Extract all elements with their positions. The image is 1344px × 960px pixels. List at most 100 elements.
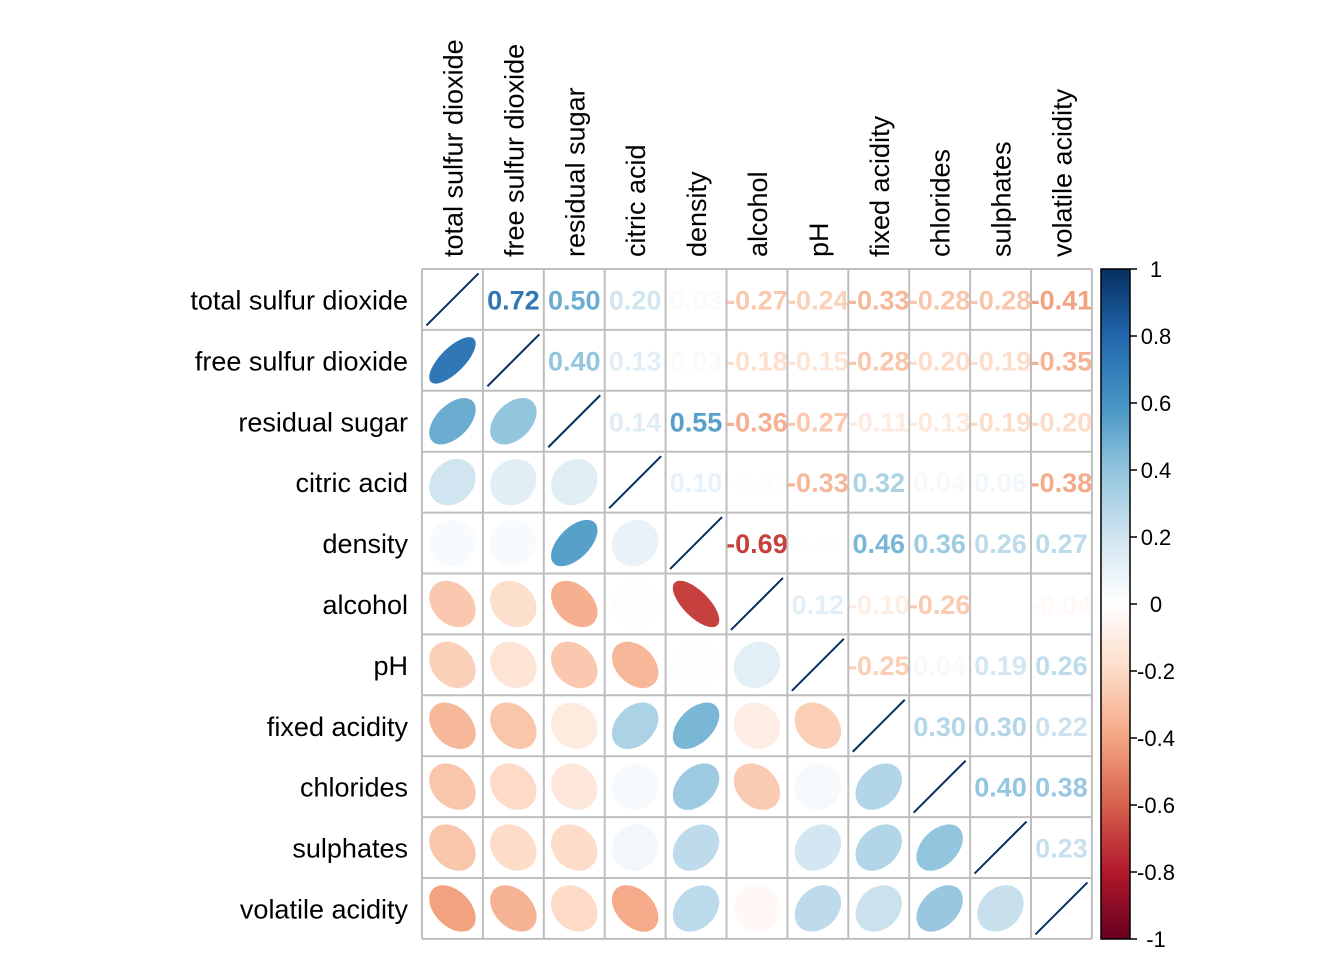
correlation-ellipse: [733, 641, 781, 689]
row-label: total sulfur dioxide: [190, 285, 408, 315]
colorbar-tick-label: 0.6: [1141, 391, 1172, 416]
correlation-ellipse: [794, 702, 842, 749]
correlation-value: -0.27: [787, 407, 849, 437]
correlation-ellipse: [490, 641, 537, 689]
correlation-ellipse: [429, 824, 476, 871]
correlation-ellipse: [429, 458, 476, 506]
colorbar-tick-label: 0.4: [1141, 458, 1172, 483]
correlation-ellipse: [429, 519, 476, 567]
column-label: fixed acidity: [865, 115, 895, 257]
correlation-ellipse: [672, 641, 720, 689]
correlation-value: -0.69: [726, 529, 788, 559]
correlation-ellipse: [611, 824, 659, 871]
correlation-value: 0.03: [670, 346, 723, 376]
matrix-cells: 0.72 0.50 0.20 0.03 -0.27 -0.24 -0.33 -0.28 -0.2…: [425, 272, 1093, 936]
column-label: sulphates: [987, 141, 1017, 257]
correlation-value: 0.30: [913, 712, 966, 742]
diagonal-mark: [791, 638, 845, 692]
correlation-ellipse: [672, 580, 720, 628]
correlation-value: 0.46: [852, 529, 905, 559]
correlation-value: 0.10: [670, 468, 723, 498]
correlation-value: 0.32: [852, 468, 905, 498]
correlation-value: 0.01: [792, 529, 845, 559]
correlation-ellipse: [611, 885, 659, 932]
correlation-ellipse: [611, 763, 659, 810]
correlation-value: 0.04: [913, 651, 966, 681]
correlation-value: -0.41: [1031, 285, 1093, 315]
row-label: sulphates: [292, 834, 408, 864]
correlation-value: 0.30: [974, 712, 1027, 742]
correlation-value: 0.72: [487, 285, 540, 315]
correlation-ellipse: [611, 580, 659, 628]
correlation-value: 0.14: [609, 407, 662, 437]
colorbar-tick-label: 0: [1150, 592, 1162, 617]
correlation-ellipse: [551, 458, 598, 506]
correlation-ellipse: [551, 885, 598, 932]
correlation-ellipse: [672, 763, 720, 810]
correlation-value: 0.26: [974, 529, 1027, 559]
row-labels: total sulfur dioxide free sulfur dioxide r…: [190, 285, 408, 924]
correlation-value: -0.10: [848, 590, 910, 620]
correlation-value: 0.04: [913, 468, 966, 498]
diagonal-mark: [425, 272, 480, 327]
column-label: residual sugar: [560, 87, 590, 257]
correlation-ellipse: [855, 824, 902, 871]
colorbar: 1 0.8 0.6 0.4 0.2 0 -0.2 -0.4 -0.6 -0.8 -1: [1100, 257, 1175, 952]
correlation-ellipse: [490, 458, 537, 506]
colorbar-tick-label: -0.6: [1137, 793, 1175, 818]
correlation-value: -0.28: [909, 285, 971, 315]
diagonal-mark: [912, 759, 967, 814]
correlation-ellipse: [490, 519, 537, 567]
colorbar-tick-label: 0.2: [1141, 525, 1172, 550]
correlation-value: -0.36: [726, 407, 788, 437]
correlation-ellipse: [490, 580, 537, 628]
column-label: pH: [804, 222, 834, 257]
correlation-ellipse: [977, 885, 1024, 932]
correlation-ellipse: [611, 519, 659, 567]
column-label: density: [682, 171, 712, 257]
diagonal-mark: [973, 820, 1028, 875]
correlation-value: -0.13: [909, 407, 971, 437]
correlation-ellipse: [429, 702, 476, 749]
correlation-value: 0.22: [1035, 712, 1088, 742]
colorbar-tick-label: -1: [1146, 927, 1166, 952]
colorbar-gradient: [1100, 268, 1131, 940]
correlation-value: -0.19: [970, 407, 1032, 437]
correlation-ellipse: [551, 519, 598, 567]
correlation-value: 0.20: [609, 285, 662, 315]
correlation-ellipse: [672, 824, 720, 871]
colorbar-tick-label: 1: [1150, 257, 1162, 282]
correlation-ellipse: [733, 702, 781, 749]
correlation-ellipse: [429, 641, 476, 689]
correlation-value: 0.00: [974, 590, 1027, 620]
column-labels: total sulfur dioxide free sulfur dioxide r…: [438, 39, 1077, 257]
correlation-ellipse: [855, 885, 902, 932]
correlation-ellipse: [794, 885, 842, 932]
correlation-value: 0.12: [792, 590, 845, 620]
correlation-ellipse: [672, 885, 720, 932]
correlation-value: -0.38: [1031, 468, 1093, 498]
row-label: citric acid: [295, 468, 408, 498]
colorbar-tick-label: 0.8: [1141, 324, 1172, 349]
correlation-value: -0.20: [909, 346, 971, 376]
correlation-ellipse: [551, 763, 598, 810]
correlation-value: -0.28: [848, 346, 910, 376]
correlation-ellipse: [429, 885, 476, 932]
correlation-value: -0.04: [1031, 590, 1093, 620]
row-label: pH: [373, 651, 408, 681]
correlation-ellipse: [490, 824, 537, 871]
correlation-ellipse: [551, 824, 598, 871]
correlation-ellipse: [551, 702, 598, 749]
correlation-ellipse: [551, 641, 598, 689]
correlation-value: 0.55: [670, 407, 723, 437]
diagonal-mark: [608, 455, 662, 509]
correlation-ellipse: [490, 763, 537, 810]
correlation-ellipse: [733, 824, 781, 871]
correlation-value: 0.13: [609, 346, 662, 376]
correlation-value: 0.23: [1035, 834, 1088, 864]
correlation-ellipse: [611, 702, 659, 749]
correlation-value: -0.33: [787, 468, 849, 498]
correlation-ellipse: [429, 580, 476, 628]
row-label: residual sugar: [238, 407, 408, 437]
